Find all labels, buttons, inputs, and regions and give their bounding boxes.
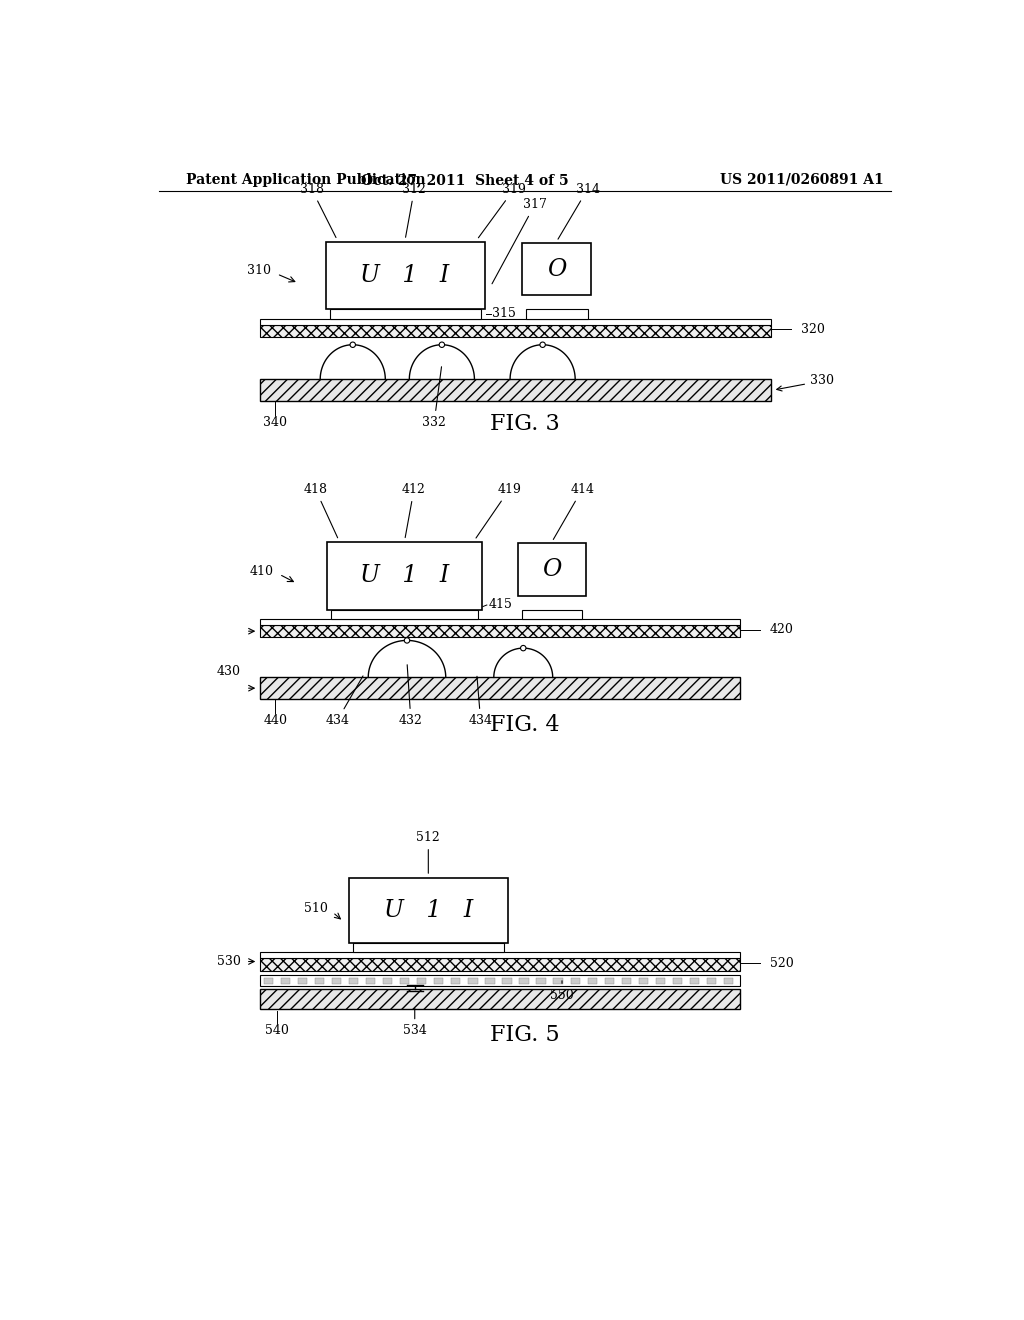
Text: 340: 340 bbox=[263, 416, 288, 429]
Bar bbox=[690, 978, 699, 983]
Bar bbox=[518, 544, 586, 595]
Circle shape bbox=[404, 638, 410, 643]
Bar bbox=[400, 978, 410, 983]
Text: 317: 317 bbox=[492, 198, 547, 284]
Bar bbox=[707, 978, 716, 983]
Bar bbox=[622, 978, 631, 983]
Bar bbox=[330, 309, 480, 318]
Bar bbox=[349, 978, 358, 983]
Text: 530: 530 bbox=[216, 954, 241, 968]
Circle shape bbox=[540, 342, 546, 347]
Circle shape bbox=[439, 342, 444, 347]
Text: 440: 440 bbox=[263, 714, 288, 727]
Bar bbox=[260, 318, 771, 325]
Bar bbox=[260, 975, 740, 986]
Bar bbox=[328, 543, 482, 610]
Text: 312: 312 bbox=[402, 182, 426, 238]
Text: 412: 412 bbox=[402, 483, 426, 537]
Bar bbox=[525, 309, 588, 318]
Bar bbox=[314, 978, 324, 983]
Text: 315: 315 bbox=[493, 308, 516, 321]
Bar bbox=[485, 978, 495, 983]
Text: 534: 534 bbox=[402, 1008, 427, 1038]
Bar bbox=[537, 978, 546, 983]
Text: 432: 432 bbox=[399, 665, 423, 727]
Text: U   1   I: U 1 I bbox=[360, 564, 450, 587]
Bar bbox=[724, 978, 733, 983]
Text: FIG. 5: FIG. 5 bbox=[490, 1024, 559, 1045]
Text: 414: 414 bbox=[553, 483, 594, 540]
Text: 430: 430 bbox=[216, 665, 241, 677]
Text: 419: 419 bbox=[476, 483, 521, 539]
Bar bbox=[366, 978, 375, 983]
Text: 415: 415 bbox=[488, 598, 512, 611]
Text: US 2011/0260891 A1: US 2011/0260891 A1 bbox=[720, 173, 884, 187]
Text: 434: 434 bbox=[469, 676, 493, 727]
Circle shape bbox=[520, 645, 526, 651]
Bar bbox=[604, 978, 614, 983]
Text: 420: 420 bbox=[770, 623, 794, 636]
Bar bbox=[417, 978, 426, 983]
Text: 319: 319 bbox=[478, 182, 526, 238]
Bar bbox=[521, 610, 583, 619]
Bar bbox=[570, 978, 580, 983]
Text: 520: 520 bbox=[770, 957, 794, 970]
Bar bbox=[260, 677, 740, 700]
Text: Patent Application Publication: Patent Application Publication bbox=[186, 173, 426, 187]
Bar bbox=[260, 379, 771, 401]
Text: 410: 410 bbox=[250, 565, 273, 578]
Bar bbox=[260, 989, 740, 1010]
Bar bbox=[673, 978, 682, 983]
Text: 512: 512 bbox=[417, 832, 440, 874]
Bar bbox=[519, 978, 528, 983]
Text: O: O bbox=[543, 558, 561, 581]
Text: Oct. 27, 2011  Sheet 4 of 5: Oct. 27, 2011 Sheet 4 of 5 bbox=[361, 173, 569, 187]
Text: FIG. 3: FIG. 3 bbox=[489, 413, 560, 436]
Text: 510: 510 bbox=[304, 902, 328, 915]
Bar bbox=[468, 978, 477, 983]
Text: U   1   I: U 1 I bbox=[360, 264, 450, 286]
Bar bbox=[349, 878, 508, 942]
Text: 540: 540 bbox=[265, 1024, 289, 1038]
Bar bbox=[260, 325, 771, 337]
Text: 550: 550 bbox=[550, 981, 573, 1002]
Bar bbox=[281, 978, 290, 983]
Bar bbox=[383, 978, 392, 983]
Text: 330: 330 bbox=[777, 375, 834, 391]
Bar bbox=[588, 978, 597, 983]
Bar bbox=[263, 978, 273, 983]
Text: 418: 418 bbox=[303, 483, 338, 537]
Bar bbox=[352, 942, 504, 952]
Bar bbox=[434, 978, 443, 983]
Bar bbox=[331, 610, 478, 619]
Circle shape bbox=[350, 342, 355, 347]
Text: 332: 332 bbox=[422, 367, 446, 429]
Bar bbox=[326, 242, 484, 309]
Bar bbox=[503, 978, 512, 983]
Bar bbox=[260, 626, 740, 638]
Text: 320: 320 bbox=[801, 323, 824, 335]
Text: 310: 310 bbox=[248, 264, 271, 277]
Text: 434: 434 bbox=[326, 676, 362, 727]
Text: 314: 314 bbox=[558, 182, 600, 239]
Bar bbox=[639, 978, 648, 983]
Bar bbox=[521, 243, 592, 296]
Text: FIG. 4: FIG. 4 bbox=[490, 714, 559, 737]
Text: O: O bbox=[547, 257, 566, 281]
Bar bbox=[260, 952, 740, 958]
Bar bbox=[452, 978, 461, 983]
Text: U   1   I: U 1 I bbox=[384, 899, 473, 921]
Text: 318: 318 bbox=[300, 182, 336, 238]
Bar bbox=[655, 978, 665, 983]
Bar bbox=[260, 619, 740, 626]
Bar bbox=[298, 978, 307, 983]
Bar bbox=[260, 958, 740, 970]
Bar bbox=[332, 978, 341, 983]
Bar bbox=[554, 978, 563, 983]
